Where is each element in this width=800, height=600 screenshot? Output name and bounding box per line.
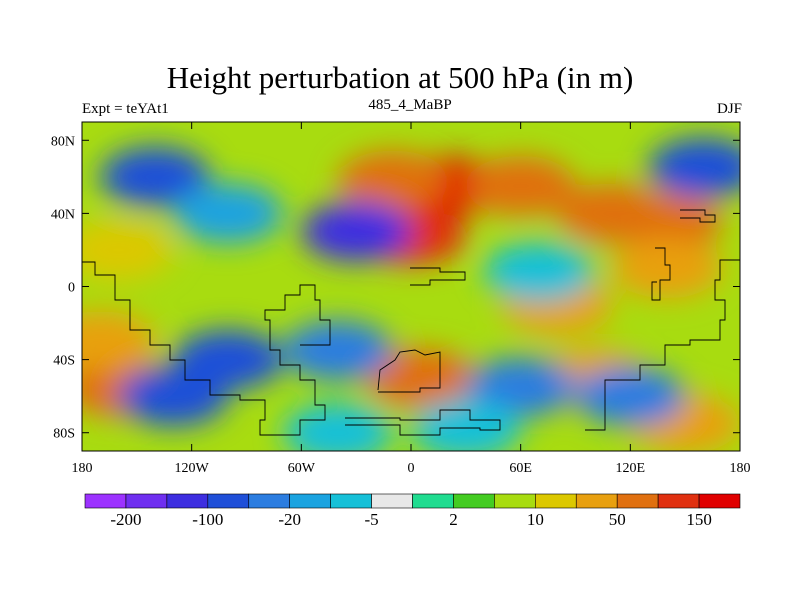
y-tick-label-1: 40N [51, 207, 75, 222]
y-tick-label-3: 40S [53, 354, 75, 369]
season-label: DJF [716, 101, 742, 117]
colorbar-swatch-13 [616, 493, 659, 509]
y-tick-label-0: 80N [51, 134, 75, 149]
field-anomaly-6 [611, 238, 722, 299]
colorbar-swatch-6 [330, 493, 372, 509]
coastline-2 [585, 259, 740, 431]
colorbar-swatch-8 [412, 493, 454, 509]
colorbar-label-0: -200 [110, 510, 141, 529]
y-tick-label-4: 80S [53, 427, 75, 442]
colorbar-label-1: -100 [192, 510, 223, 529]
colorbar-label-7: 150 [686, 510, 712, 529]
colorbar-swatch-0 [84, 493, 127, 509]
x-tick-label-1: 120W [175, 461, 210, 476]
field-anomaly-19 [118, 366, 229, 427]
field-anomaly-20 [282, 320, 393, 381]
colorbar-label-4: 2 [449, 510, 458, 529]
coastline-6 [651, 247, 671, 301]
colorbar-swatch-4 [248, 493, 290, 509]
field-anomaly-10 [365, 347, 476, 408]
coastline-1 [345, 409, 501, 436]
chart-title: Height perturbation at 500 hPa (in m) [166, 60, 634, 95]
colorbar-swatch-9 [453, 493, 495, 509]
colorbar: -200 -100 -20 -5 2 10 50 150 [84, 493, 741, 529]
colorbar-label-6: 50 [609, 510, 626, 529]
colorbar-label-3: -5 [364, 510, 378, 529]
colorbar-swatch-1 [125, 493, 168, 509]
height-field [82, 122, 740, 451]
coastline-5 [680, 209, 716, 223]
field-anomaly-15 [648, 137, 740, 198]
colorbar-swatch-14 [657, 493, 700, 509]
x-tick-label-6: 180 [730, 461, 751, 476]
x-tick-label-4: 60E [509, 461, 532, 476]
axis-ticks: 180 120W 60W 0 60E 120E 180 80N 40N 0 40S 80S [51, 122, 751, 476]
y-tick-label-2: 0 [68, 281, 75, 296]
field-anomaly-3 [465, 155, 576, 216]
field-anomaly-7 [82, 219, 174, 280]
field-anomaly-21 [483, 241, 594, 302]
experiment-label: Expt = teYAt1 [82, 101, 169, 117]
colorbar-swatch-11 [535, 493, 577, 509]
field-anomaly-9 [82, 311, 156, 372]
coastline-0 [82, 261, 331, 436]
x-tick-label-0: 180 [72, 461, 93, 476]
colorbar-swatch-2 [166, 493, 209, 509]
colorbar-swatch-3 [207, 493, 250, 509]
coastline-3 [377, 349, 441, 393]
field-anomaly-23 [575, 366, 686, 427]
x-tick-label-2: 60W [288, 461, 316, 476]
field-anomaly-2 [337, 150, 448, 211]
colorbar-label-2: -20 [278, 510, 301, 529]
field-anomaly-17 [173, 183, 284, 244]
case-label: 485_4_MaBP [368, 97, 452, 113]
field-anomaly-24 [282, 402, 393, 451]
field-anomaly-22 [465, 357, 576, 418]
field-anomaly-5 [611, 192, 722, 253]
field-anomaly-14 [100, 146, 211, 207]
colorbar-swatch-10 [494, 493, 536, 509]
colorbar-label-5: 10 [527, 510, 544, 529]
x-tick-label-3: 0 [408, 461, 415, 476]
land-outlines [82, 209, 740, 436]
field-anomaly-25 [410, 399, 521, 451]
colorbar-swatch-5 [289, 493, 331, 509]
x-tick-label-5: 120E [616, 461, 646, 476]
coastline-4 [410, 267, 466, 286]
colorbar-swatch-12 [575, 493, 618, 509]
field-anomaly-16 [301, 201, 412, 262]
colorbar-swatch-15 [698, 493, 741, 509]
colorbar-swatch-7 [371, 493, 413, 509]
